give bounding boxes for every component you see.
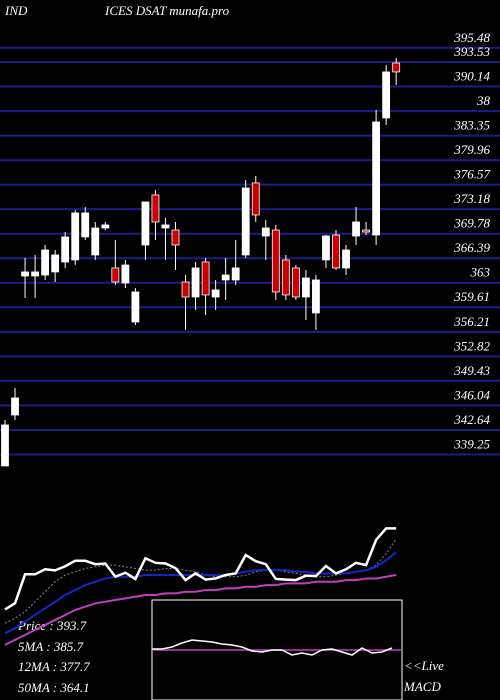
y-tick-label: 366.39 — [453, 240, 490, 255]
chart-title: ICES DSAT munafa.pro — [104, 3, 230, 18]
y-tick-label: 339.25 — [453, 436, 490, 451]
ma-line — [4, 573, 397, 646]
y-tick-label: 346.04 — [453, 387, 490, 402]
candle-body — [31, 271, 39, 277]
candle-body — [111, 267, 120, 283]
candle-body — [161, 224, 170, 229]
candle-body — [71, 212, 80, 261]
y-tick-label: 395.48 — [453, 30, 490, 45]
y-tick-label: 352.82 — [453, 338, 490, 353]
candle-body — [221, 274, 230, 281]
candle-body — [241, 187, 250, 256]
chart-title: IND — [4, 3, 28, 18]
candle-body — [211, 289, 220, 298]
candle-body — [91, 227, 100, 256]
candle-body — [271, 229, 280, 293]
candle-body — [231, 267, 240, 281]
candle-body — [301, 277, 310, 298]
candle-body — [332, 234, 340, 269]
macd-line — [152, 639, 393, 656]
candle-body — [11, 397, 19, 416]
candle-body — [312, 279, 320, 314]
candle-body — [392, 62, 401, 73]
candle-body — [181, 281, 190, 298]
candle-body — [352, 221, 360, 237]
y-tick-label: 363 — [470, 265, 491, 280]
y-tick-label: 379.96 — [453, 142, 490, 157]
macd-label: MACD — [403, 679, 441, 694]
candle-body — [61, 236, 70, 263]
candle-body — [201, 261, 210, 296]
candle-body — [101, 224, 110, 229]
candle-body — [141, 201, 150, 246]
y-tick-label: 342.64 — [453, 412, 490, 427]
candle-body — [281, 259, 290, 296]
legend-label: 50MA : 364.1 — [18, 680, 90, 695]
y-tick-label: 349.43 — [453, 363, 490, 378]
candle-body — [382, 71, 391, 119]
y-tick-label: 393.53 — [453, 44, 490, 59]
candle-body — [362, 229, 370, 233]
y-tick-label: 373.18 — [453, 191, 490, 206]
candle-body — [251, 182, 260, 216]
candle-body — [51, 254, 60, 273]
legend-label: 12MA : 377.7 — [18, 659, 90, 674]
y-tick-label: 369.78 — [453, 216, 490, 231]
y-tick-label: 356.21 — [453, 314, 490, 329]
candle-body — [261, 227, 270, 237]
candle-body — [291, 267, 300, 298]
candle-body — [131, 291, 140, 323]
y-tick-label: 383.35 — [453, 118, 490, 133]
candle-body — [121, 264, 130, 284]
y-tick-label: 376.57 — [453, 167, 490, 182]
candle-body — [81, 212, 90, 238]
candle-body — [41, 249, 50, 276]
candle-body — [372, 121, 381, 236]
macd-live: <<Live — [404, 658, 444, 673]
y-tick-label: 359.61 — [453, 289, 490, 304]
candle-body — [151, 194, 160, 223]
y-tick-label: 390.14 — [453, 68, 490, 83]
candle-body — [342, 249, 350, 269]
legend-label: 5MA : 385.7 — [18, 639, 84, 654]
price-line — [4, 527, 397, 611]
candle-body — [1, 424, 9, 467]
y-tick-label: 38 — [476, 93, 491, 108]
candle-body — [191, 267, 200, 298]
candle-body — [322, 235, 330, 261]
candle-body — [171, 229, 180, 246]
candle-body — [21, 271, 29, 277]
